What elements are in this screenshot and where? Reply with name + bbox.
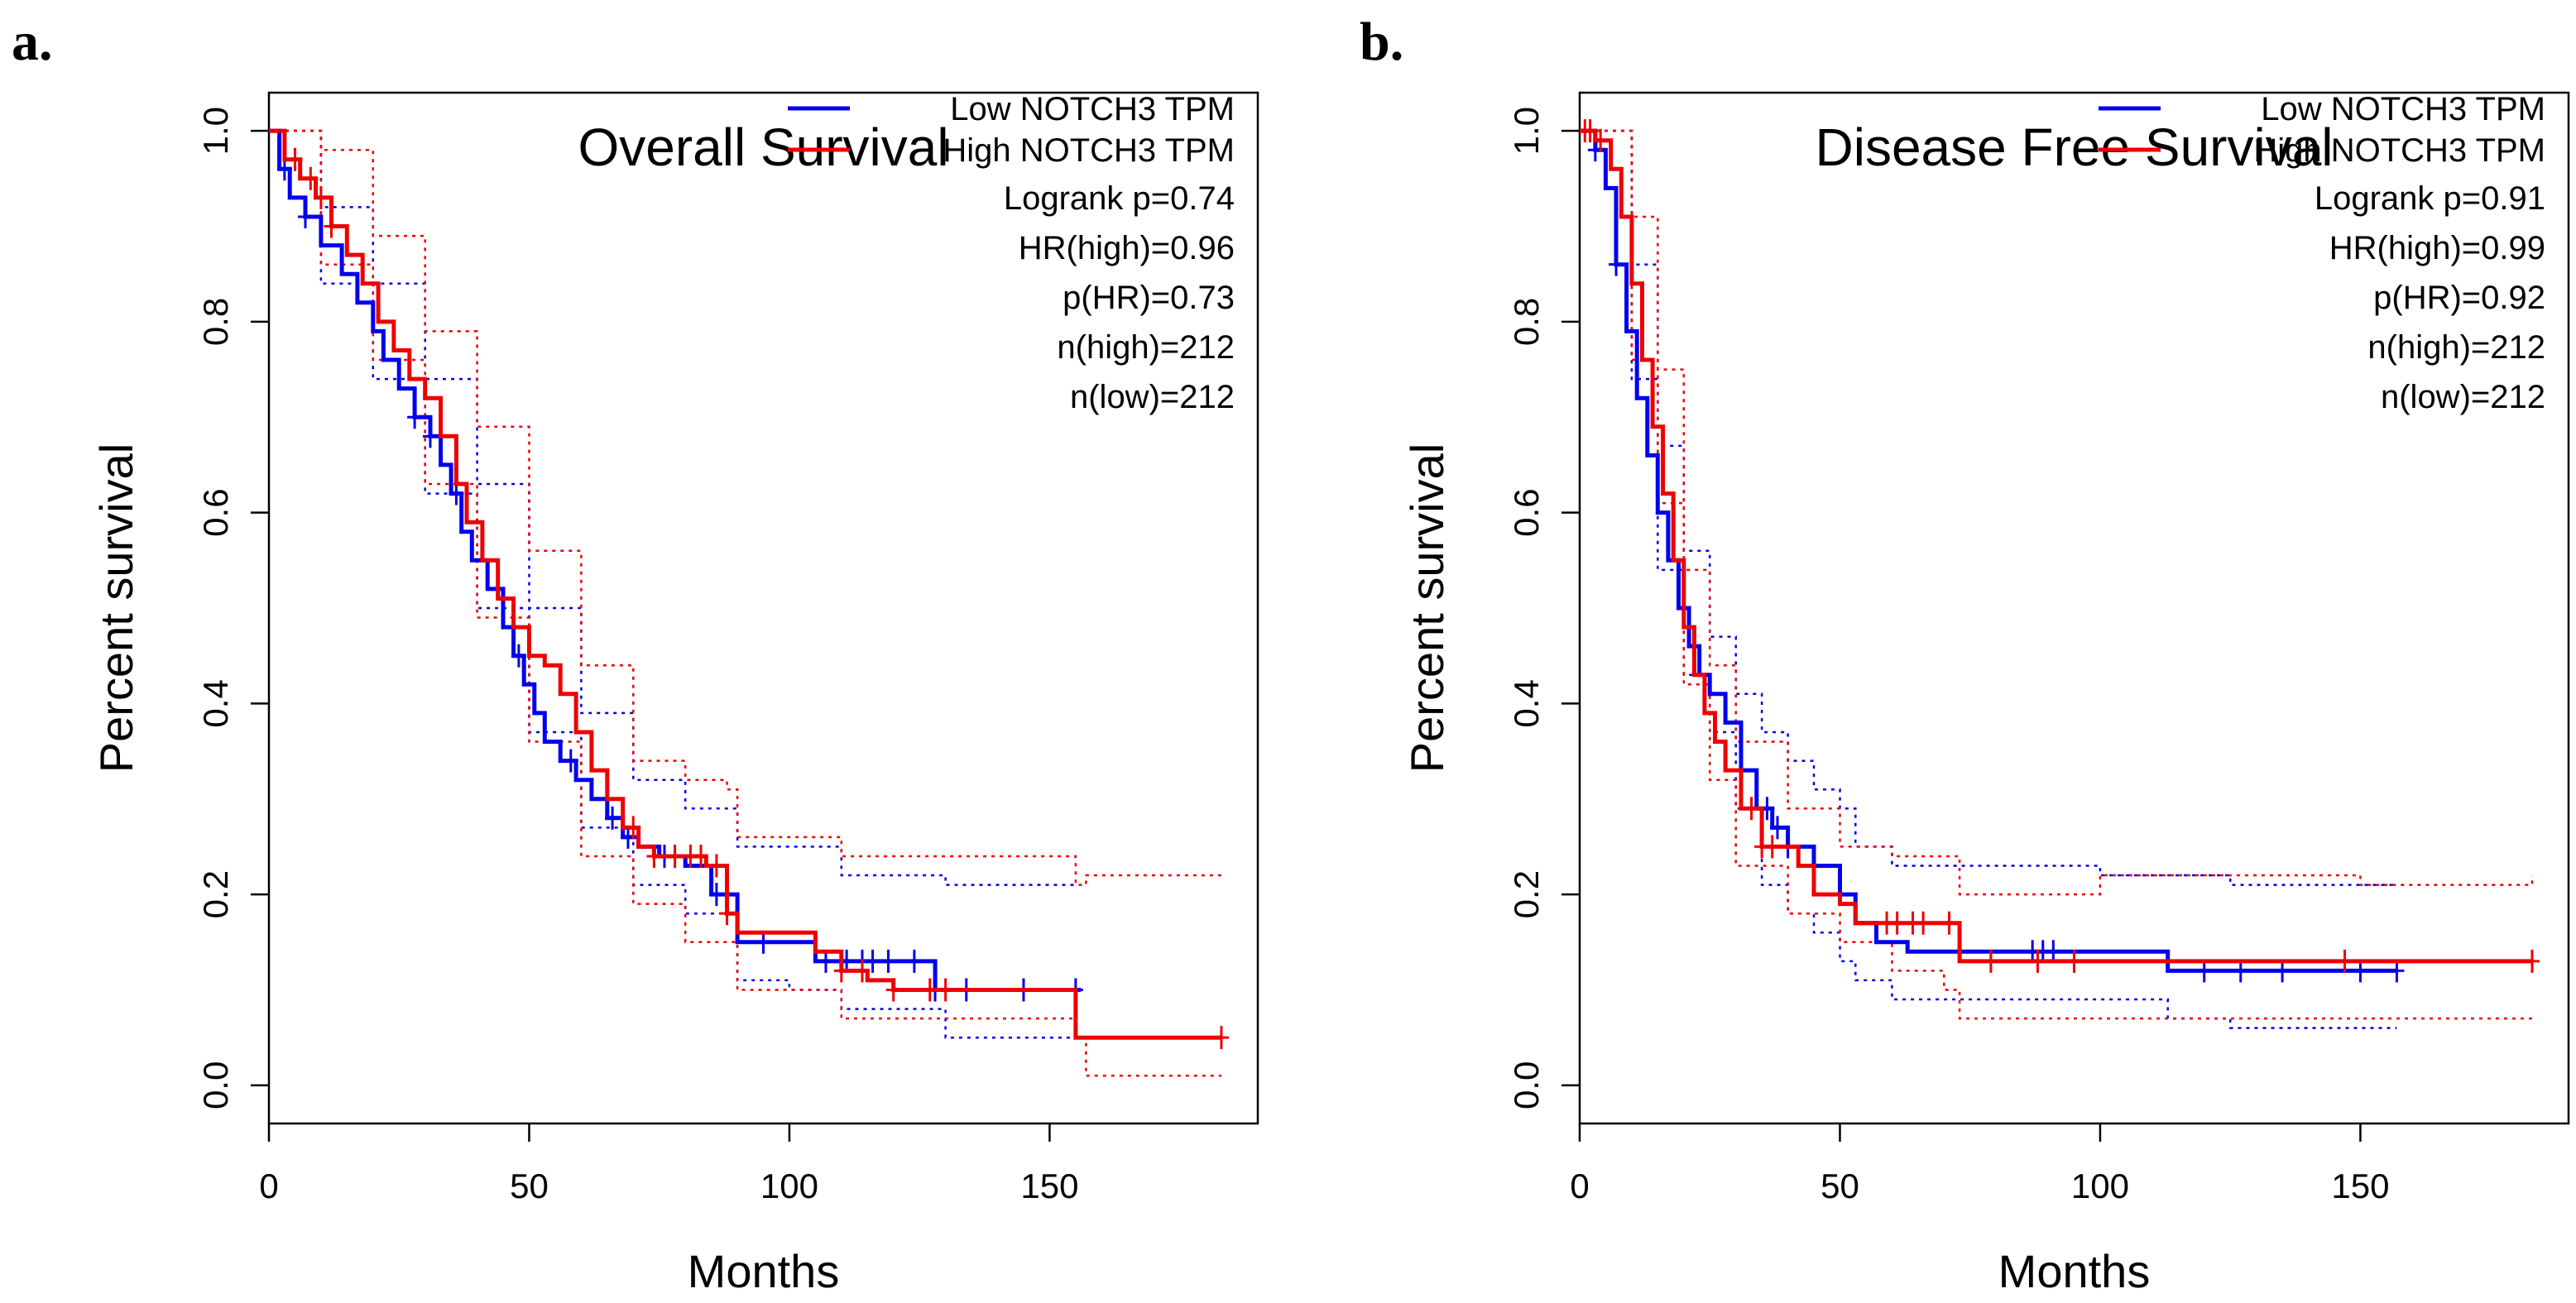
- x-axis-label: Months: [1998, 1245, 2151, 1297]
- stats-annotation: n(low)=212: [2381, 379, 2545, 415]
- stats-annotation: HR(high)=0.99: [2329, 230, 2545, 266]
- x-tick-label: 0: [1570, 1166, 1589, 1205]
- ci-band-lower-low: [269, 129, 1076, 1039]
- y-tick-label: 0.8: [1507, 298, 1546, 346]
- stats-annotation: HR(high)=0.96: [1019, 230, 1235, 266]
- disease-free-survival-chart: Disease Free Survival 0 50 100 150 0.0 0.2 0.4 0…: [1401, 91, 2570, 1297]
- plot-frame: [1578, 91, 2570, 1125]
- y-tick-label: 0.2: [196, 870, 235, 918]
- legend-label: Low NOTCH3 TPM: [950, 91, 1235, 127]
- y-tick-label: 0.4: [196, 679, 235, 727]
- x-tick-label: 150: [1020, 1166, 1078, 1205]
- x-tick-label: 100: [2071, 1166, 2129, 1205]
- survival-curve-high: [269, 128, 1221, 1040]
- x-tick-label: 150: [2331, 1166, 2389, 1205]
- y-tick-label: 0.4: [1507, 679, 1546, 727]
- panel-label-b: b.: [1360, 12, 1403, 72]
- y-axis-label: Percent survival: [1401, 443, 1453, 773]
- stats-annotation: p(HR)=0.92: [2373, 280, 2545, 316]
- legend-label: High NOTCH3 TPM: [943, 132, 1235, 169]
- panel-label-a: a.: [12, 12, 53, 72]
- x-tick-label: 50: [1820, 1166, 1859, 1205]
- x-axis-label: Months: [688, 1245, 840, 1297]
- stats-annotation: n(high)=212: [2367, 329, 2545, 366]
- x-tick-label: 0: [259, 1166, 278, 1205]
- overall-survival-chart: Overall Survival 0 50 100 150 0.0 0.2 0.4 0.6 0.8…: [90, 91, 1259, 1297]
- y-tick-label: 1.0: [196, 107, 235, 155]
- ci-band-upper-high: [269, 129, 1221, 886]
- x-tick-label: 100: [760, 1166, 818, 1205]
- y-tick-label: 0.0: [196, 1061, 235, 1109]
- y-tick-label: 0.0: [1507, 1061, 1546, 1109]
- ci-band-lower-high: [1580, 129, 2532, 1020]
- plot-frame: [267, 91, 1259, 1125]
- ci-band-upper-high: [1580, 129, 2534, 896]
- y-axis-label: Percent survival: [90, 443, 142, 773]
- y-tick-label: 0.2: [1507, 870, 1546, 918]
- y-tick-label: 1.0: [1507, 107, 1546, 155]
- stats-annotation: Logrank p=0.91: [2315, 180, 2545, 217]
- ci-band-upper-low: [1580, 129, 2397, 886]
- stats-annotation: p(HR)=0.73: [1063, 280, 1235, 316]
- stats-annotation: n(low)=212: [1070, 379, 1235, 415]
- stats-annotation: Logrank p=0.74: [1004, 180, 1235, 217]
- legend-label: High NOTCH3 TPM: [2253, 132, 2545, 169]
- chart-title: Disease Free Survival: [1816, 117, 2334, 177]
- legend-label: Low NOTCH3 TPM: [2261, 91, 2545, 127]
- y-tick-label: 0.6: [196, 488, 235, 536]
- chart-title: Overall Survival: [578, 117, 948, 177]
- survival-curve-low: [1580, 128, 2397, 973]
- stats-annotation: n(high)=212: [1057, 329, 1235, 366]
- y-tick-label: 0.6: [1507, 488, 1546, 536]
- y-tick-label: 0.8: [196, 298, 235, 346]
- x-tick-label: 50: [510, 1166, 549, 1205]
